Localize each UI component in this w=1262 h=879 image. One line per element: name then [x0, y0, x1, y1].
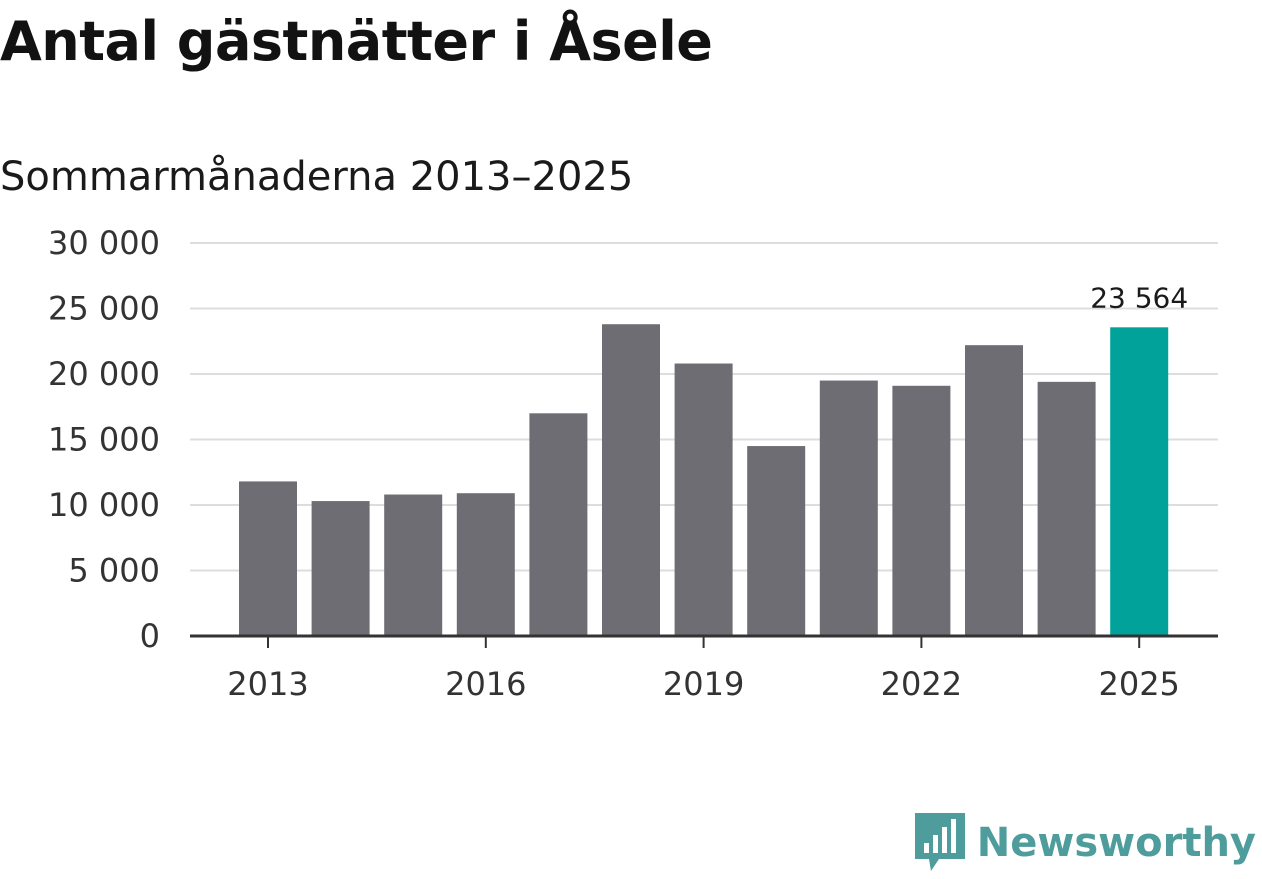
brand-name: Newsworthy — [976, 820, 1256, 866]
bar-2014 — [311, 501, 370, 636]
bar-2013 — [239, 481, 297, 636]
bar-2018 — [602, 324, 660, 636]
newsworthy-logo-icon — [914, 813, 965, 871]
x-tick-label: 2025 — [1098, 665, 1179, 703]
data-label: 23 564 — [1090, 281, 1188, 314]
newsworthy-brand: Newsworthy — [914, 813, 1256, 873]
chart-subtitle: Sommarmånaderna 2013–2025 — [0, 154, 634, 200]
x-axis-ticks: 2013 2016 2019 2022 2025 — [227, 636, 1180, 703]
x-tick-label: 2013 — [227, 665, 308, 703]
bar-2021 — [819, 380, 878, 636]
bar-2023 — [965, 345, 1023, 636]
bar-2019 — [674, 363, 733, 636]
y-tick-label: 15 000 — [48, 421, 160, 459]
chart-title: Antal gästnätter i Åsele — [0, 10, 713, 73]
bar-2016 — [456, 493, 515, 636]
x-tick-label: 2019 — [663, 665, 744, 703]
y-tick-label: 25 000 — [48, 290, 160, 328]
y-tick-label: 5 000 — [68, 552, 160, 590]
y-axis-ticks: 0 5 000 10 000 15 000 20 000 25 000 30 000 — [48, 224, 160, 655]
y-tick-label: 10 000 — [48, 486, 160, 524]
bar-2025 — [1110, 327, 1169, 636]
bar-2015 — [384, 494, 443, 636]
y-tick-label: 0 — [140, 617, 160, 655]
data-labels: 23 564 — [1090, 281, 1188, 314]
y-tick-label: 20 000 — [48, 355, 160, 393]
y-tick-label: 30 000 — [48, 224, 160, 262]
bar-2024 — [1037, 381, 1096, 636]
bars — [239, 324, 1169, 636]
bar-2020 — [747, 446, 806, 636]
bar-2017 — [529, 413, 588, 636]
x-tick-label: 2016 — [445, 665, 526, 703]
bar-2022 — [892, 385, 951, 636]
x-tick-label: 2022 — [881, 665, 962, 703]
